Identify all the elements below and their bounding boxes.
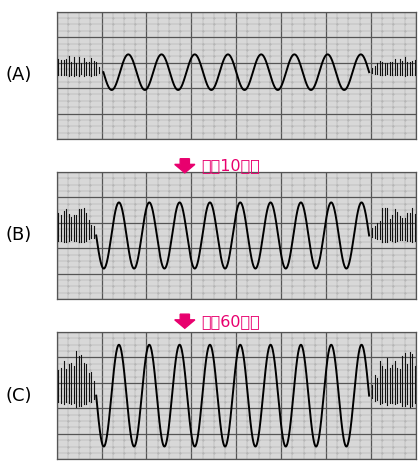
Text: (A): (A): [6, 66, 32, 84]
Text: (C): (C): [5, 387, 32, 405]
Text: (B): (B): [6, 227, 32, 244]
Text: 添劖60分後: 添劖60分後: [201, 314, 260, 329]
Text: 添劖10分後: 添劖10分後: [201, 158, 260, 173]
FancyArrow shape: [175, 159, 195, 173]
FancyArrow shape: [175, 314, 195, 328]
